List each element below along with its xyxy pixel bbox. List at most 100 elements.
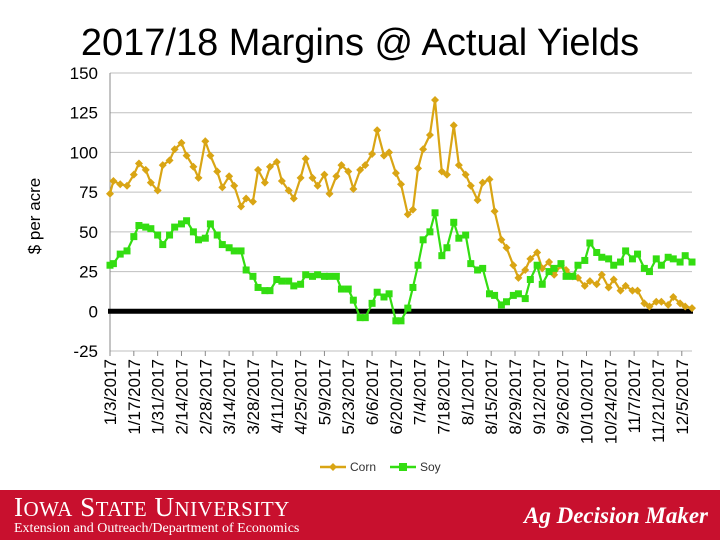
soy-point [183, 217, 191, 225]
corn-point [356, 165, 365, 174]
corn-point [461, 170, 470, 179]
soy-point [249, 272, 257, 280]
x-tick-label: 10/24/2017 [601, 359, 620, 444]
corn-point [325, 189, 334, 198]
soy-point [380, 293, 388, 301]
soy-point [443, 244, 451, 252]
soy-point [450, 218, 458, 226]
corn-point [254, 165, 263, 174]
soy-point [681, 252, 689, 260]
corn-point [158, 161, 167, 170]
y-tick-label: 0 [89, 302, 98, 321]
corn-point [681, 302, 690, 311]
x-tick-label: 1/17/2017 [125, 359, 144, 435]
soy-point [337, 285, 345, 293]
corn-point [385, 148, 394, 157]
corn-point [676, 299, 685, 308]
soy-point [159, 241, 167, 249]
x-tick-label: 2/14/2017 [172, 359, 191, 435]
corn-point [218, 183, 227, 192]
y-axis-label: $ per acre [25, 178, 44, 255]
corn-point [526, 254, 535, 263]
soy-point [526, 276, 534, 284]
corn-point [194, 173, 203, 182]
corn-point [609, 275, 618, 284]
soy-point [237, 247, 245, 255]
soy-point [581, 256, 589, 264]
corn-point [260, 178, 269, 187]
corn-point [237, 202, 246, 211]
soy-point [285, 277, 293, 285]
soy-point [397, 317, 405, 325]
x-tick-label: 8/29/2017 [506, 359, 525, 435]
soy-point [569, 272, 577, 280]
soy-point [622, 247, 630, 255]
corn-point [403, 210, 412, 219]
corn-point [454, 161, 463, 170]
corn-line [108, 99, 693, 310]
soy-point [230, 247, 238, 255]
soy-point [562, 272, 570, 280]
corn-point [442, 170, 451, 179]
soy-point [130, 233, 138, 241]
soy-point [485, 290, 493, 298]
legend: Corn Soy [320, 460, 441, 474]
corn-point [425, 130, 434, 139]
corn-point [344, 167, 353, 176]
soy-point [503, 298, 511, 306]
corn-point [437, 167, 446, 176]
university-logo: IOWA STATE UNIVERSITY [14, 492, 290, 522]
soy-point [189, 228, 197, 236]
soy-point [514, 290, 522, 298]
corn-point [521, 265, 530, 274]
x-tick-label: 1/31/2017 [149, 359, 168, 435]
corn-point [419, 145, 428, 154]
x-tick-label: 8/1/2017 [458, 359, 477, 425]
corn-point [585, 277, 594, 286]
corn-point [213, 167, 222, 176]
soy-point [278, 277, 286, 285]
soy-point [664, 253, 672, 261]
corn-point [109, 177, 118, 186]
soy-point [332, 272, 340, 280]
soy-point [392, 317, 400, 325]
corn-point [170, 145, 179, 154]
corn-point [296, 173, 305, 182]
soy-point [302, 271, 310, 279]
soy-point [116, 250, 124, 258]
soy-point [652, 255, 660, 263]
corn-point [332, 172, 341, 181]
corn-point [177, 138, 186, 147]
soy-point [669, 255, 677, 263]
soy-point [605, 255, 613, 263]
soy-point [320, 272, 328, 280]
soy-point [349, 296, 357, 304]
corn-legend-marker [329, 463, 337, 471]
corn-point [182, 151, 191, 160]
x-ticks [109, 351, 683, 356]
x-tick-label: 2/28/2017 [196, 359, 215, 435]
corn-point [497, 235, 506, 244]
corn-point [146, 178, 155, 187]
corn-point [165, 156, 174, 165]
corn-point [123, 181, 132, 190]
corn-point [580, 281, 589, 290]
x-tick-label: 4/11/2017 [268, 359, 287, 433]
soy-point [509, 291, 517, 299]
soy-point [426, 228, 434, 236]
corn-point [628, 286, 637, 295]
corn-point [301, 154, 310, 163]
soy-point [309, 272, 317, 280]
corn-point [502, 243, 511, 252]
corn-point [313, 181, 322, 190]
soy-point [479, 264, 487, 272]
corn-point [397, 180, 405, 189]
x-tick-label: 4/25/2017 [292, 359, 311, 435]
y-tick-label: 50 [79, 223, 98, 242]
soy-point [438, 252, 446, 260]
soy-point [171, 223, 179, 231]
corn-point [473, 196, 482, 205]
soy-point [135, 222, 143, 230]
soy-point [574, 261, 582, 269]
